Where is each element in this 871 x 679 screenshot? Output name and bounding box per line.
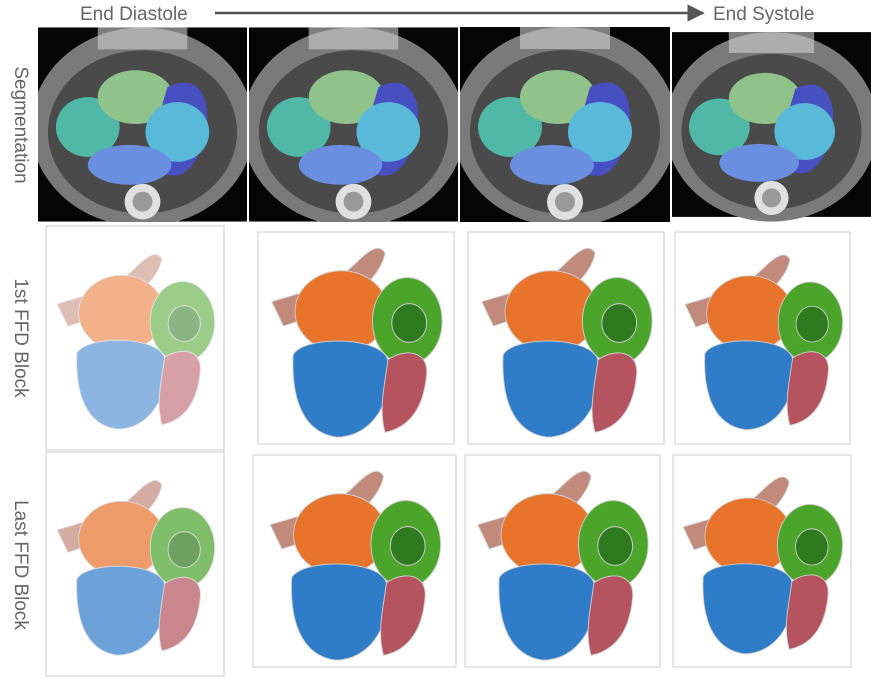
figure: End Diastole End Systole Segmentation 1s…	[0, 0, 871, 679]
ffd-first-row	[46, 226, 850, 450]
ffd-last-row	[46, 452, 851, 676]
row-label: 1st FFD Block	[10, 278, 31, 398]
end-label: End Systole	[713, 4, 814, 25]
row-label: Last FFD Block	[10, 500, 31, 630]
segmentation-row	[31, 27, 871, 227]
row-label: Segmentation	[10, 66, 31, 183]
start-label: End Diastole	[80, 4, 188, 25]
